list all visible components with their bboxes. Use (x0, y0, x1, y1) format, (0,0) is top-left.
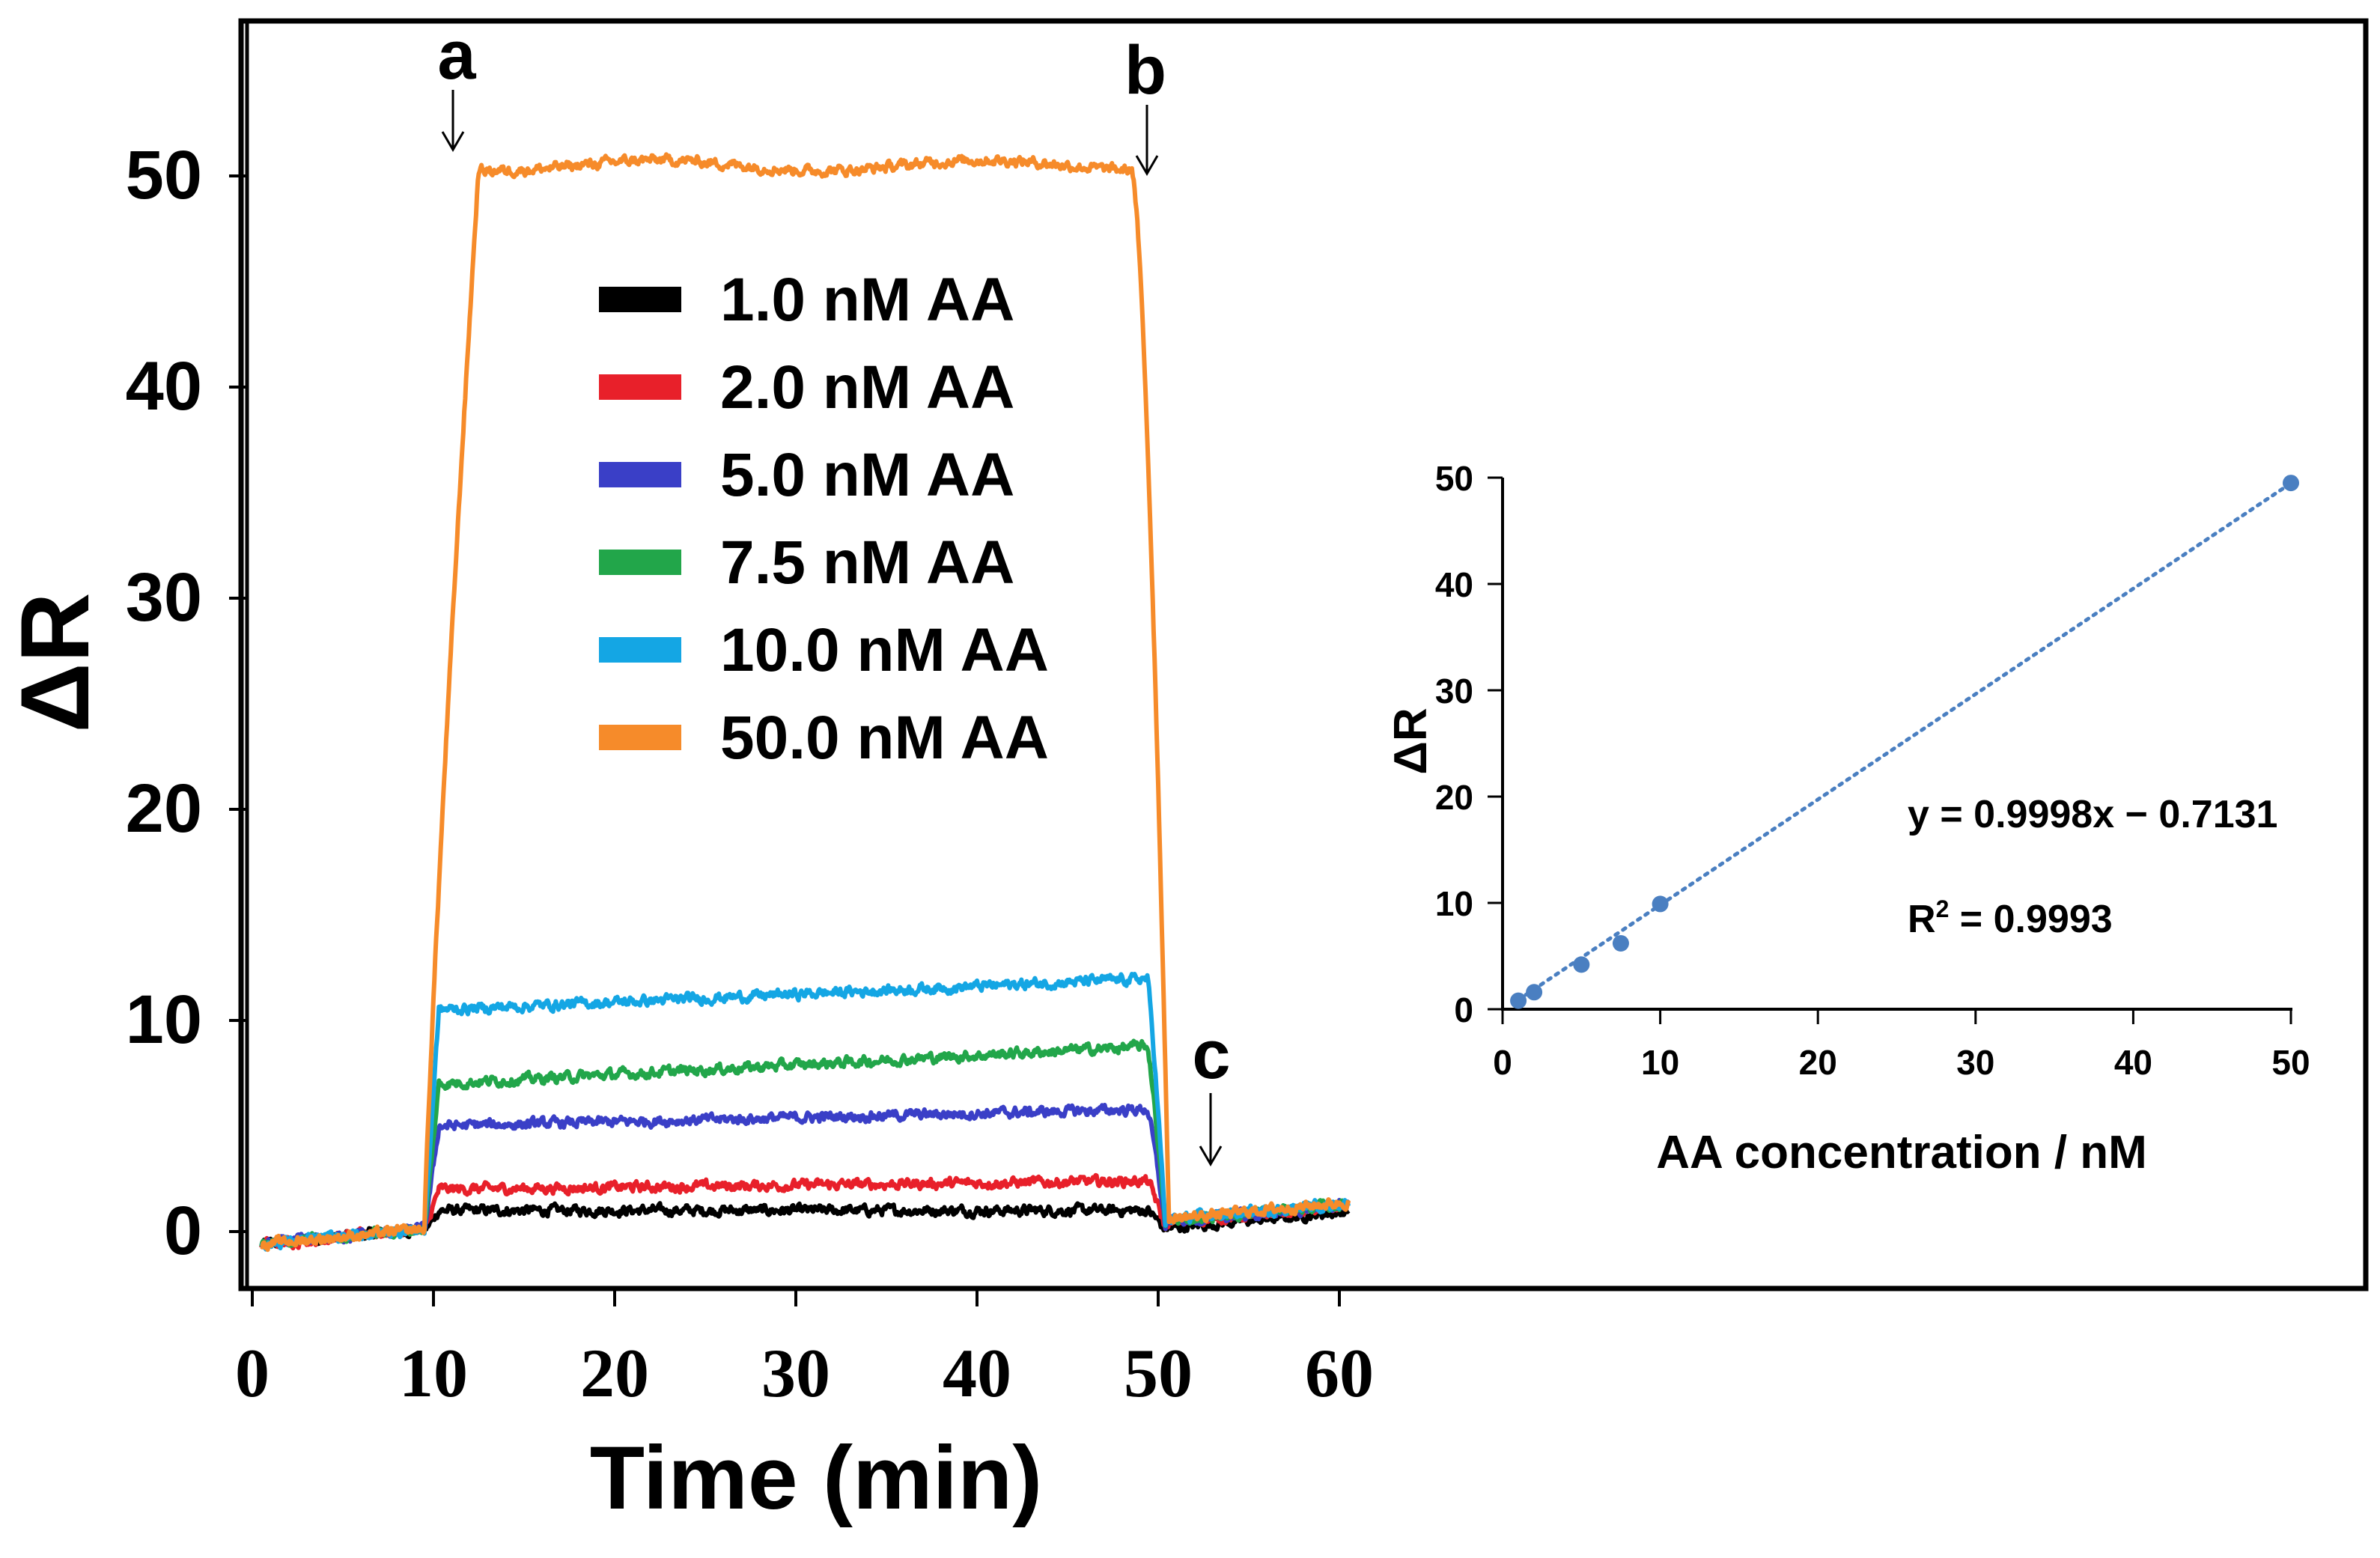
r-squared-symbol: R (1908, 898, 1936, 941)
main-x-tick-label: 40 (943, 1335, 1011, 1411)
inset-points (1510, 475, 2299, 1009)
main-x-tick-label: 10 (399, 1335, 468, 1411)
main-y-tick-label: 40 (126, 348, 202, 425)
main-x-tick-label: 30 (761, 1335, 830, 1411)
inset-x-axis-label: AA concentration / nM (1656, 1127, 2147, 1178)
main-y-tick-label: 10 (126, 982, 202, 1058)
r-squared-superscript: 2 (1936, 895, 1950, 922)
r-squared-value: = 0.9993 (1949, 898, 2112, 941)
inset-x-tick-label: 30 (1956, 1043, 1994, 1082)
annotation-label-c: c (1192, 1017, 1230, 1093)
inset-x-tick-label: 0 (1493, 1043, 1512, 1082)
inset-x-tick-label: 40 (2114, 1043, 2152, 1082)
inset-tick-labels: 0 10 20 30 40 50 0 10 20 30 40 50 (1435, 459, 2310, 1082)
inset-x-tick-label: 50 (2271, 1043, 2310, 1082)
inset-fit-line (1516, 481, 2293, 1002)
inset-data-point (2283, 475, 2299, 492)
inset-y-tick-label: 50 (1435, 459, 1473, 498)
inset-x-tick-label: 20 (1799, 1043, 1837, 1082)
main-x-tick-label: 50 (1124, 1335, 1193, 1411)
main-y-tick-label: 30 (126, 559, 202, 636)
inset-data-point (1526, 984, 1543, 1001)
figure-frame (238, 18, 2369, 1291)
main-y-tick-label: 20 (126, 770, 202, 847)
annotation-arrow-head (1199, 1145, 1223, 1166)
inset-fit-equation: y = 0.9998x − 0.7131 (1908, 793, 2277, 836)
annotation-arrow-head (1135, 155, 1159, 176)
main-x-tick-label: 60 (1305, 1335, 1374, 1411)
main-series-group (259, 152, 1351, 1253)
legend-label: 7.5 nM AA (720, 529, 1014, 597)
inset-x-tick-label: 10 (1641, 1043, 1679, 1082)
legend-label: 50.0 nM AA (720, 704, 1049, 772)
inset-data-point (1652, 895, 1669, 913)
main-x-tick-label: 0 (235, 1335, 270, 1411)
inset-y-tick-label: 30 (1435, 672, 1473, 710)
main-axes (229, 21, 1341, 1306)
inset-data-point (1510, 992, 1527, 1009)
inset-r-squared: R2 = 0.9993 (1908, 895, 2113, 941)
legend-label: 2.0 nM AA (720, 353, 1014, 422)
inset-axes (1488, 476, 2292, 1024)
annotation-label-b: b (1124, 32, 1166, 109)
legend-label: 5.0 nM AA (720, 441, 1014, 509)
main-x-axis-label: Time (min) (590, 1428, 1043, 1528)
inset-data-point (1573, 956, 1590, 973)
legend-label: 1.0 nM AA (720, 266, 1014, 334)
inset-y-tick-label: 20 (1435, 778, 1473, 817)
inset-y-tick-label: 0 (1454, 991, 1473, 1029)
annotation-label-a: a (437, 17, 476, 94)
main-y-axis-label: ΔR (0, 592, 109, 732)
inset-y-axis-label: ΔR (1385, 708, 1437, 774)
series-line-50-0-nm-aa (260, 152, 1351, 1253)
main-annotations: a b c (437, 17, 1231, 1166)
main-y-tick-label: 0 (164, 1193, 202, 1269)
inset-y-tick-label: 10 (1435, 884, 1473, 923)
annotation-arrow-head (441, 131, 465, 152)
legend-label: 10.0 nM AA (720, 616, 1049, 684)
main-tick-labels: 0 10 20 30 40 50 60 0 10 20 30 40 50 (126, 137, 1374, 1411)
inset-regression-line (1516, 481, 2293, 1002)
main-x-tick-label: 20 (580, 1335, 649, 1411)
main-legend: 1.0 nM AA 2.0 nM AA 5.0 nM AA 7.5 nM AA 10.0… (599, 266, 1049, 772)
main-y-tick-label: 50 (126, 137, 202, 213)
inset-chart: 0 10 20 30 40 50 0 10 20 30 40 50 AA concentration … (1385, 459, 2310, 1178)
main-chart: 0 10 20 30 40 50 60 0 10 20 30 40 50 Time (min) ΔR 1… (0, 17, 1374, 1528)
inset-data-point (1612, 934, 1629, 952)
inset-y-tick-label: 40 (1435, 565, 1473, 604)
